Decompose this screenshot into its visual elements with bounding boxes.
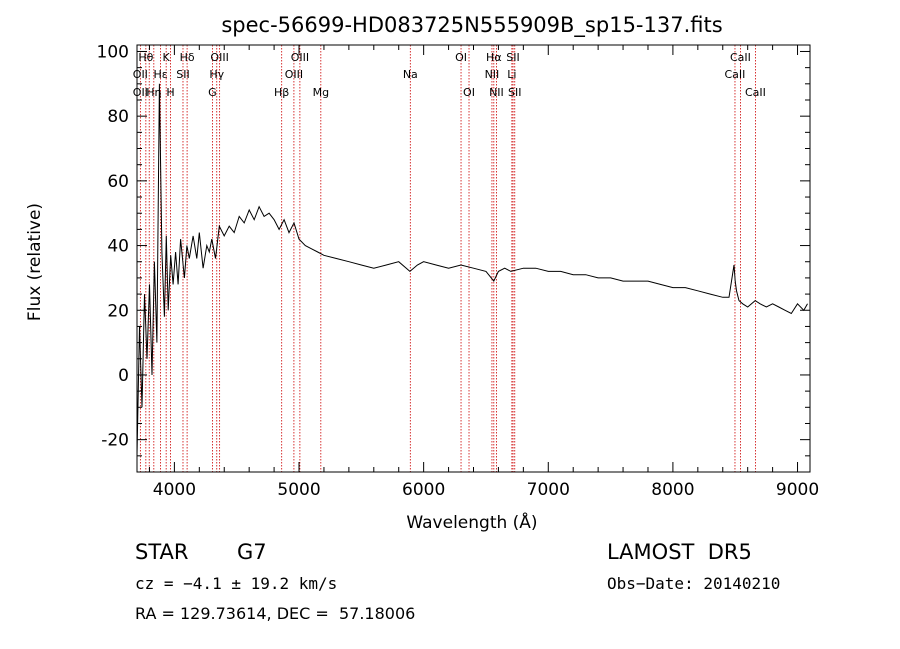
- x-tick-label: 9000: [776, 480, 819, 500]
- y-tick-label: 0: [118, 366, 129, 386]
- object-class: STAR: [135, 540, 189, 564]
- line-label: Mg: [313, 86, 329, 99]
- line-label: OIII: [291, 51, 309, 64]
- line-label: Na: [403, 68, 418, 81]
- plot-frame: [136, 44, 811, 473]
- line-label: CaII: [745, 86, 766, 99]
- line-label: NII: [489, 86, 504, 99]
- y-tick-label: 80: [107, 107, 129, 127]
- line-label: Hθ: [138, 51, 153, 64]
- line-label: H: [166, 86, 174, 99]
- line-label: Hγ: [209, 68, 224, 81]
- line-label: Hε: [153, 68, 167, 81]
- line-label: OI: [463, 86, 475, 99]
- coordinates: RA = 129.73614, DEC = 57.18006: [135, 604, 416, 623]
- x-axis-ticks: 4000 5000 6000 7000 8000 9000: [148, 45, 819, 500]
- line-label: OIII: [285, 68, 303, 81]
- x-tick-label: 7000: [527, 480, 570, 500]
- emission-line-markers: [139, 45, 756, 472]
- observation-date: Obs−Date: 20140210: [607, 574, 781, 593]
- line-label: NII: [485, 68, 500, 81]
- line-label: Hβ: [274, 86, 289, 99]
- x-tick-label: 6000: [402, 480, 445, 500]
- x-tick-label: 5000: [277, 480, 320, 500]
- line-label: Hδ: [180, 51, 195, 64]
- y-tick-label: 40: [107, 237, 129, 257]
- y-tick-label: -20: [101, 431, 129, 451]
- y-tick-label: 100: [97, 42, 129, 62]
- line-label: SII: [508, 86, 521, 99]
- y-tick-label: 20: [107, 301, 129, 321]
- line-label: Li: [507, 68, 516, 81]
- line-label: CaII: [730, 51, 751, 64]
- line-label: SII: [506, 51, 519, 64]
- line-label: Hη: [146, 86, 161, 99]
- y-axis-ticks: -20 0 20 40 60 80 100: [97, 42, 810, 473]
- y-axis-label: Flux (relative): [25, 203, 45, 321]
- survey-name: LAMOST DR5: [607, 540, 752, 564]
- y-tick-label: 60: [107, 172, 129, 192]
- line-label: OIII: [210, 51, 228, 64]
- line-label: OII: [133, 68, 148, 81]
- spectrum-line: [136, 83, 808, 456]
- object-subclass: G7: [237, 540, 267, 564]
- line-label: K: [163, 51, 171, 64]
- line-label: OI: [455, 51, 467, 64]
- line-label: G: [208, 86, 217, 99]
- x-tick-label: 8000: [651, 480, 694, 500]
- chart-title: spec-56699-HD083725N555909B_sp15-137.fit…: [221, 13, 722, 38]
- line-label: CaII: [725, 68, 746, 81]
- x-tick-label: 4000: [153, 480, 196, 500]
- line-label: Hα: [486, 51, 502, 64]
- x-axis-label: Wavelength (Å): [406, 511, 537, 533]
- redshift-cz: cz = −4.1 ± 19.2 km/s: [135, 574, 338, 593]
- line-label: SII: [176, 68, 189, 81]
